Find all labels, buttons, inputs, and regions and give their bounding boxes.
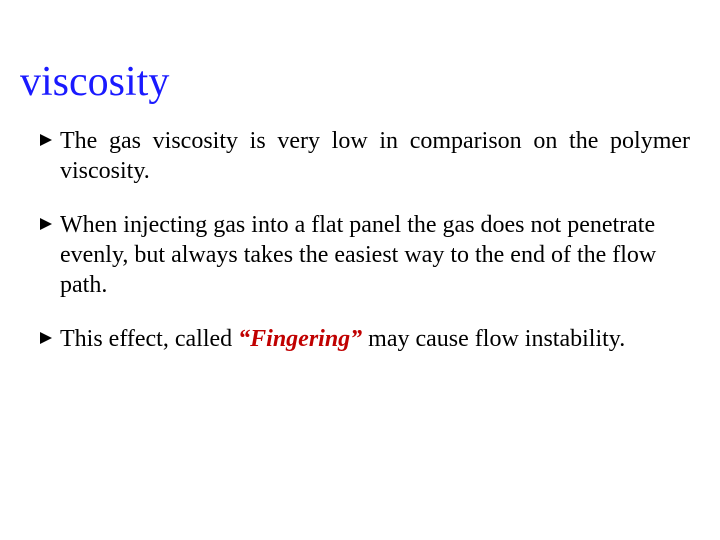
triangle-bullet-icon [38,132,54,148]
list-item: The gas viscosity is very low in compari… [38,126,690,186]
bullet-list: The gas viscosity is very low in compari… [20,126,700,354]
list-item: When injecting gas into a flat panel the… [38,210,690,300]
bullet-text: The gas viscosity is very low in compari… [60,126,690,186]
slide-title: viscosity [20,58,700,106]
triangle-bullet-icon [38,330,54,346]
bullet-text: This effect, called “Fingering” may caus… [60,324,690,354]
list-item: This effect, called “Fingering” may caus… [38,324,690,354]
bullet-text: When injecting gas into a flat panel the… [60,210,690,300]
bullet-text-post: may cause flow instability. [362,326,625,352]
bullet-text-pre: This effect, called [60,326,238,352]
triangle-bullet-icon [38,216,54,232]
keyword-fingering: “Fingering” [238,326,362,352]
slide: viscosity The gas viscosity is very low … [0,0,720,540]
